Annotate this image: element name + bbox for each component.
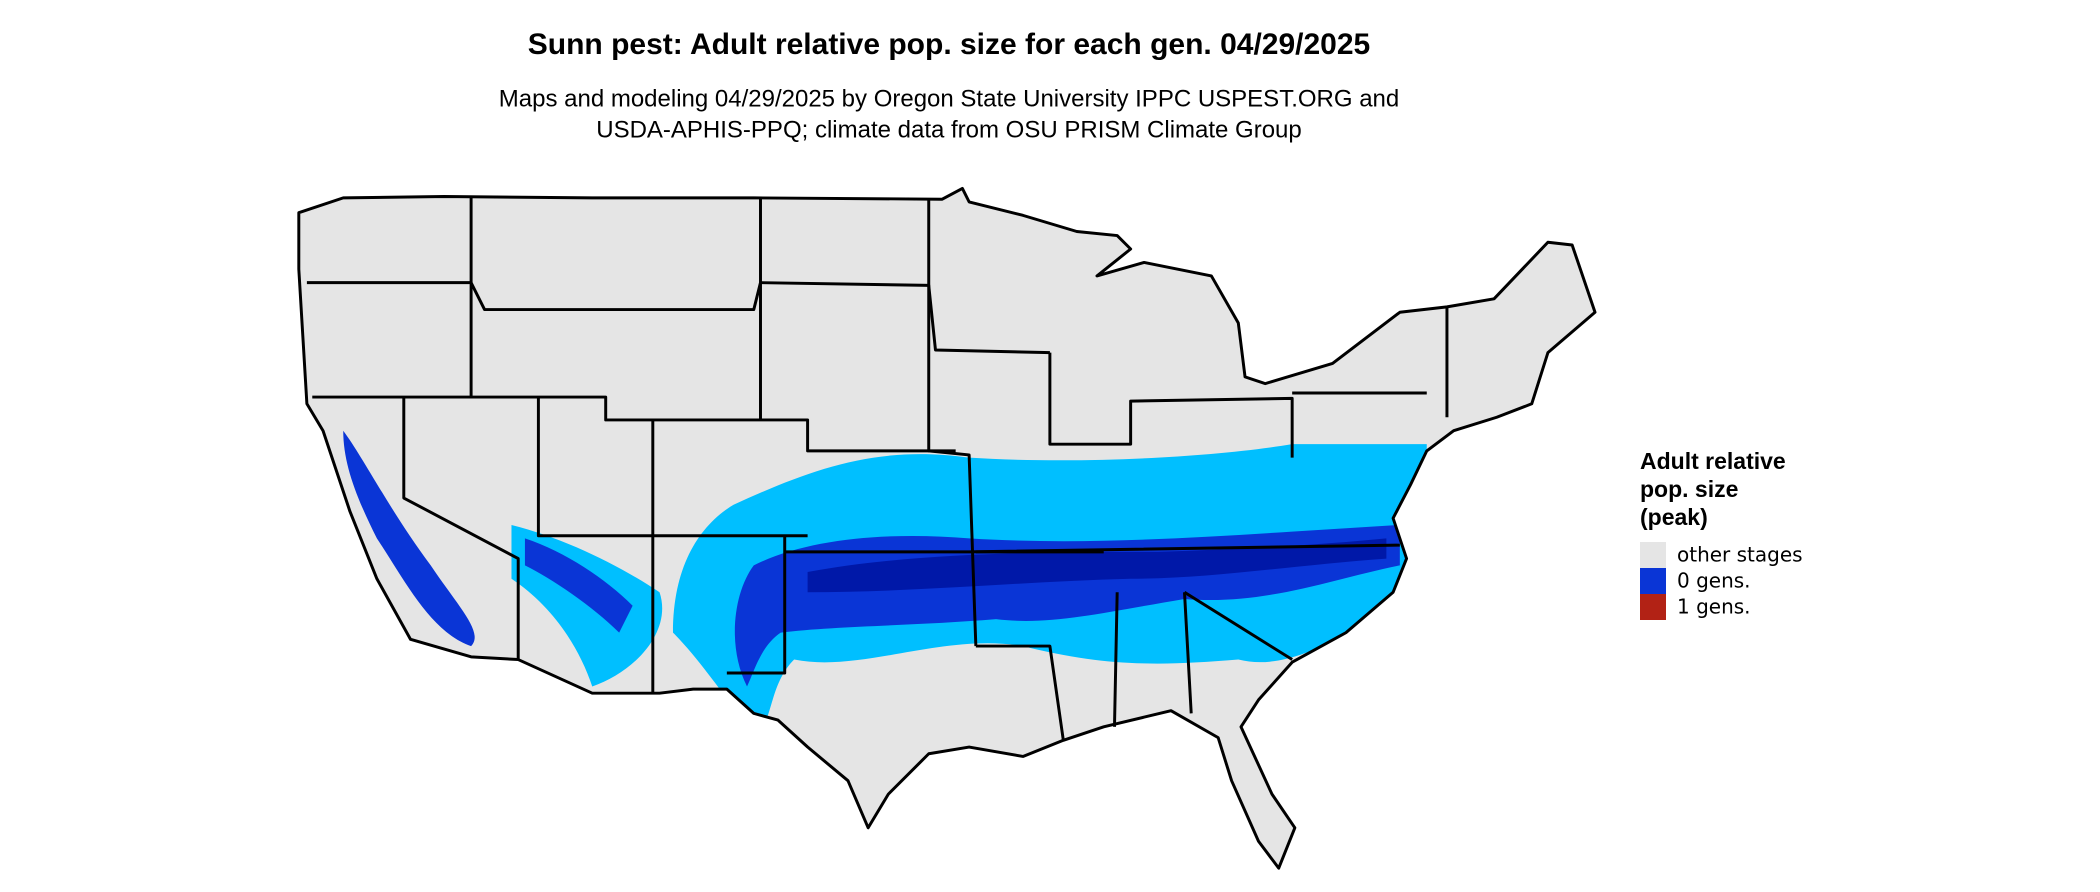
state-lines [306, 196, 1449, 741]
legend-label: 0 gens. [1677, 569, 1751, 593]
legend-label: 1 gens. [1677, 595, 1751, 619]
legend-swatch [1640, 542, 1666, 568]
southwest-core [524, 538, 633, 633]
map-title: Sunn pest: Adult relative pop. size for … [528, 28, 1370, 61]
map [297, 186, 1597, 870]
map-subtitle: USDA-APHIS-PPQ; climate data from OSU PR… [596, 116, 1302, 143]
legend-label: other stages [1677, 543, 1803, 567]
legend-title: Adult relative [1640, 448, 1786, 474]
california-zone [343, 430, 475, 647]
legend-title: pop. size [1640, 476, 1738, 502]
legend-swatch [1640, 594, 1666, 620]
legend-swatch [1640, 568, 1666, 594]
core-zone [807, 538, 1387, 593]
map-subtitle: Maps and modeling 04/29/2025 by Oregon S… [499, 85, 1399, 112]
us-outline [297, 186, 1597, 870]
legend-title: (peak) [1640, 504, 1708, 530]
